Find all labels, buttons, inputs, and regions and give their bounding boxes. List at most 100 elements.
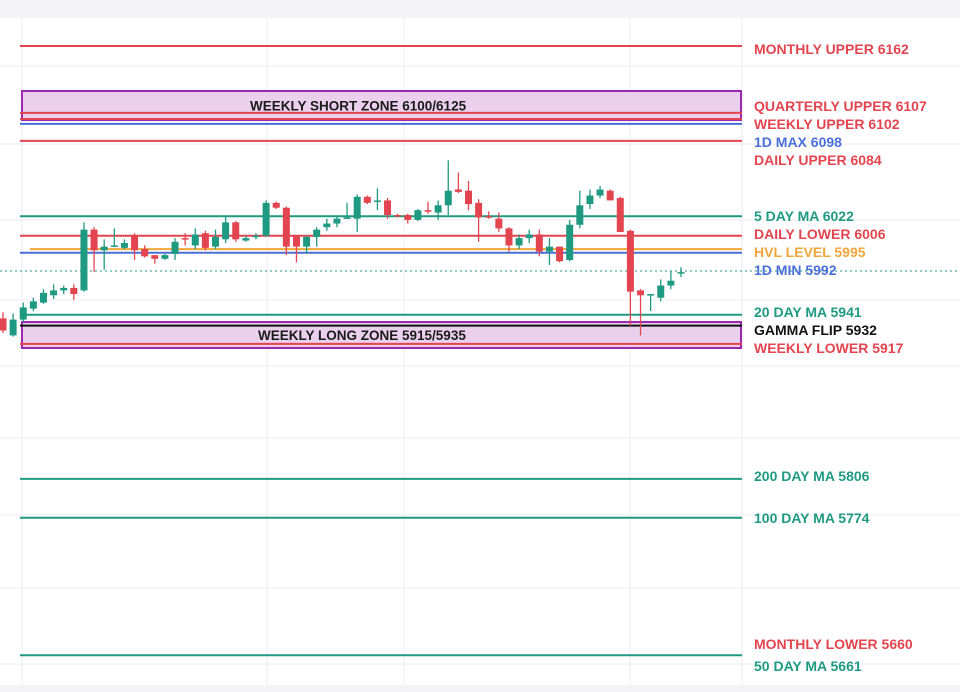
- candle-body: [191, 234, 199, 246]
- candle: [586, 189, 594, 209]
- level-label: 1D MAX 6098: [754, 134, 842, 150]
- candle-body: [525, 234, 533, 239]
- candle-body: [292, 235, 300, 247]
- candle-body: [282, 207, 290, 247]
- candle: [191, 228, 199, 250]
- candle: [394, 213, 402, 218]
- zone-label: WEEKLY LONG ZONE 5915/5935: [258, 328, 466, 343]
- candle: [232, 221, 240, 242]
- candle-body: [444, 190, 452, 206]
- candle: [566, 219, 574, 262]
- candle-body: [485, 216, 493, 218]
- candle-body: [647, 294, 655, 296]
- candle-body: [515, 238, 523, 246]
- zone-rect: [21, 90, 742, 121]
- candle: [485, 211, 493, 219]
- level-label: 1D MIN 5992: [754, 262, 837, 278]
- candle: [667, 270, 675, 290]
- candle: [201, 230, 209, 251]
- candle: [353, 194, 361, 233]
- candle-body: [303, 236, 311, 247]
- candle: [637, 289, 645, 336]
- candle-body: [90, 229, 98, 251]
- candle-body: [667, 280, 675, 286]
- candle: [100, 239, 108, 270]
- candle-body: [434, 205, 442, 213]
- candle-body: [333, 218, 341, 224]
- zone-label: WEEKLY SHORT ZONE 6100/6125: [250, 99, 467, 114]
- level-label: 5 DAY MA 6022: [754, 208, 854, 224]
- candle: [60, 285, 68, 295]
- candle: [363, 195, 371, 205]
- candle: [677, 267, 685, 278]
- candle: [414, 208, 422, 222]
- candle: [0, 312, 7, 333]
- level-lines: [0, 45, 960, 657]
- candle: [373, 188, 381, 211]
- level-label: MONTHLY UPPER 6162: [754, 41, 909, 57]
- candle-body: [19, 307, 27, 320]
- candle-body: [475, 202, 483, 218]
- level-label: WEEKLY LOWER 5917: [754, 340, 904, 356]
- candle: [120, 239, 128, 250]
- candle-body: [262, 202, 270, 236]
- candle-body: [657, 285, 665, 298]
- candle: [657, 279, 665, 302]
- candle: [525, 229, 533, 243]
- candle: [242, 235, 250, 242]
- level-label: 100 DAY MA 5774: [754, 510, 870, 526]
- candle-body: [252, 235, 260, 238]
- candle-body: [535, 234, 543, 252]
- candle: [272, 201, 280, 209]
- candle: [141, 245, 149, 258]
- level-labels: MONTHLY UPPER 6162 QUARTERLY UPPER 6107 WE…: [754, 41, 927, 674]
- level-label: WEEKLY UPPER 6102: [754, 116, 900, 132]
- candle-body: [100, 246, 108, 251]
- candle-body: [39, 292, 47, 303]
- candle: [505, 227, 513, 252]
- candle: [606, 189, 614, 201]
- candle-body: [464, 190, 472, 205]
- candle-body: [424, 210, 432, 212]
- candle: [313, 227, 321, 247]
- candle-body: [637, 290, 645, 296]
- candle-body: [606, 190, 614, 201]
- candle: [19, 302, 27, 323]
- candle: [161, 253, 169, 261]
- candle: [29, 297, 37, 312]
- candle: [647, 294, 655, 312]
- candle-body: [576, 205, 584, 225]
- candle: [181, 233, 189, 246]
- candle-body: [131, 235, 139, 251]
- candle-body: [373, 200, 381, 202]
- candle: [424, 201, 432, 214]
- level-label: DAILY LOWER 6006: [754, 226, 886, 242]
- candle-body: [60, 287, 68, 291]
- candle-body: [110, 245, 118, 247]
- candle: [90, 227, 98, 273]
- candle-body: [323, 223, 331, 228]
- candle-body: [556, 246, 564, 262]
- candle-body: [586, 195, 594, 205]
- candle-body: [50, 290, 58, 296]
- candle-body: [495, 218, 503, 229]
- plot-background: [0, 18, 960, 685]
- candle-body: [212, 236, 220, 247]
- candle-body: [313, 229, 321, 237]
- level-label: GAMMA FLIP 5932: [754, 322, 877, 338]
- candle-body: [201, 233, 209, 248]
- candle-body: [181, 238, 189, 240]
- candle: [9, 313, 17, 337]
- level-label: QUARTERLY UPPER 6107: [754, 98, 927, 114]
- candle-body: [272, 202, 280, 208]
- candle: [404, 213, 412, 224]
- candle-body: [505, 228, 513, 246]
- candle-body: [566, 224, 574, 261]
- candle-body: [545, 246, 553, 252]
- candle-body: [80, 229, 88, 291]
- candle: [343, 202, 351, 219]
- candle-body: [414, 210, 422, 220]
- candle-body: [596, 189, 604, 196]
- candle: [151, 255, 159, 264]
